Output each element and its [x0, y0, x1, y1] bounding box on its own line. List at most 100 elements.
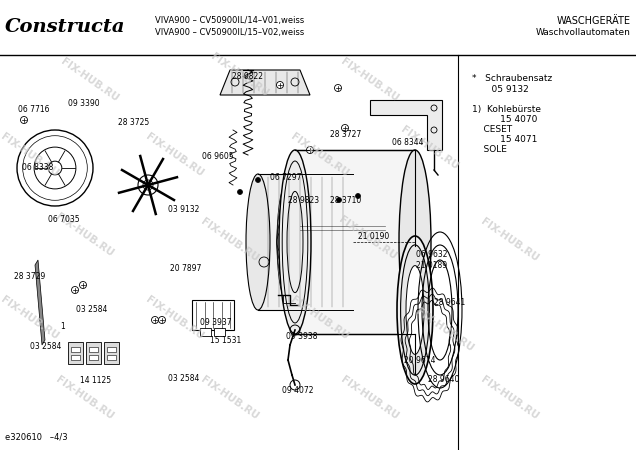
Text: 21 0189: 21 0189 [416, 261, 447, 270]
Circle shape [336, 198, 342, 203]
Text: Constructa: Constructa [5, 18, 125, 36]
Ellipse shape [399, 150, 431, 334]
Text: FIX-HUB.RU: FIX-HUB.RU [337, 214, 399, 261]
Text: FIX-HUB.RU: FIX-HUB.RU [199, 374, 261, 422]
Text: FIX-HUB.RU: FIX-HUB.RU [209, 51, 271, 99]
Bar [104, 342, 119, 364]
Ellipse shape [401, 245, 429, 375]
Text: *   Schraubensatz: * Schraubensatz [472, 74, 552, 83]
Text: 14 1125: 14 1125 [80, 376, 111, 385]
Circle shape [71, 287, 78, 293]
Text: 21 0190: 21 0190 [358, 232, 389, 241]
Circle shape [342, 125, 349, 131]
Text: 28 9640: 28 9640 [428, 375, 459, 384]
Text: 09 3937: 09 3937 [200, 318, 232, 327]
Text: 20 9674: 20 9674 [404, 356, 436, 365]
Text: FIX-HUB.RU: FIX-HUB.RU [480, 216, 541, 264]
Text: Waschvollautomaten: Waschvollautomaten [536, 28, 631, 37]
Text: 15 4070: 15 4070 [480, 115, 537, 124]
Circle shape [158, 316, 165, 324]
Text: 09 4072: 09 4072 [282, 386, 314, 395]
Text: 28 9823: 28 9823 [288, 196, 319, 205]
Text: FIX-HUB.RU: FIX-HUB.RU [59, 56, 121, 104]
Text: FIX-HUB.RU: FIX-HUB.RU [199, 216, 261, 264]
Ellipse shape [279, 150, 311, 334]
Text: FIX-HUB.RU: FIX-HUB.RU [54, 212, 116, 259]
Polygon shape [35, 260, 45, 345]
Text: 03 9132: 03 9132 [168, 205, 199, 214]
Text: WASCHGERÄTE: WASCHGERÄTE [557, 15, 631, 26]
Ellipse shape [406, 266, 424, 355]
Bar [107, 347, 116, 352]
Text: FIX-HUB.RU: FIX-HUB.RU [144, 294, 206, 342]
Bar [86, 342, 101, 364]
Circle shape [307, 147, 314, 153]
Text: 1: 1 [60, 322, 65, 331]
Ellipse shape [246, 174, 270, 310]
Text: 06 9605: 06 9605 [202, 152, 233, 161]
Text: 1)  Kohlebürste: 1) Kohlebürste [472, 105, 541, 114]
Text: FIX-HUB.RU: FIX-HUB.RU [399, 124, 460, 171]
Text: VIVA900 – CV50900IL/15–V02,weiss: VIVA900 – CV50900IL/15–V02,weiss [155, 28, 304, 37]
Text: FIX-HUB.RU: FIX-HUB.RU [414, 306, 476, 354]
Text: 15 1531: 15 1531 [210, 336, 241, 345]
Circle shape [335, 85, 342, 91]
Text: 06 7297: 06 7297 [270, 173, 301, 182]
Text: FIX-HUB.RU: FIX-HUB.RU [339, 56, 401, 104]
Circle shape [138, 175, 158, 195]
Text: 09 3938: 09 3938 [286, 332, 317, 341]
Text: FIX-HUB.RU: FIX-HUB.RU [289, 131, 351, 179]
Circle shape [256, 177, 261, 183]
Circle shape [356, 194, 361, 198]
Text: 06 8344: 06 8344 [392, 138, 424, 147]
Circle shape [20, 117, 27, 123]
Bar [258, 174, 353, 310]
Ellipse shape [397, 236, 433, 384]
Text: 28 3729: 28 3729 [14, 272, 45, 281]
Polygon shape [370, 100, 442, 150]
Text: 28 9641: 28 9641 [434, 298, 466, 307]
Text: FIX-HUB.RU: FIX-HUB.RU [339, 374, 401, 422]
Text: FIX-HUB.RU: FIX-HUB.RU [289, 294, 351, 342]
Text: 09 3390: 09 3390 [68, 99, 100, 108]
Text: 15 4071: 15 4071 [480, 135, 537, 144]
Text: VIVA900 – CV50900IL/14–V01,weiss: VIVA900 – CV50900IL/14–V01,weiss [155, 16, 304, 25]
Text: FIX-HUB.RU: FIX-HUB.RU [0, 294, 61, 342]
Bar [200, 328, 211, 336]
Circle shape [80, 282, 86, 288]
Text: SOLE: SOLE [472, 145, 507, 154]
Bar [71, 347, 80, 352]
Text: 03 2584: 03 2584 [168, 374, 199, 383]
Circle shape [151, 316, 158, 324]
Text: 28 9822: 28 9822 [232, 72, 263, 81]
Text: 20 7897: 20 7897 [170, 264, 202, 273]
Text: CESET: CESET [472, 125, 512, 134]
Text: FIX-HUB.RU: FIX-HUB.RU [144, 131, 206, 179]
Text: 28 3727: 28 3727 [330, 130, 361, 139]
Bar [107, 355, 116, 360]
Text: 06 8338: 06 8338 [22, 163, 53, 172]
Text: 06 7716: 06 7716 [18, 105, 50, 114]
Circle shape [237, 189, 242, 194]
Bar [71, 355, 80, 360]
Text: 06 9632: 06 9632 [416, 250, 448, 259]
Bar [295, 150, 415, 334]
Bar [68, 342, 83, 364]
Text: e320610   –4/3: e320610 –4/3 [5, 433, 67, 442]
Text: 06 7035: 06 7035 [48, 215, 80, 224]
Bar [192, 300, 234, 330]
Text: FIX-HUB.RU: FIX-HUB.RU [480, 374, 541, 422]
Text: 28 3725: 28 3725 [118, 118, 149, 127]
Ellipse shape [341, 181, 365, 303]
Bar [214, 328, 225, 336]
Polygon shape [220, 70, 310, 95]
Text: 05 9132: 05 9132 [480, 85, 529, 94]
Text: FIX-HUB.RU: FIX-HUB.RU [0, 131, 61, 179]
Text: 03 2584: 03 2584 [76, 305, 107, 314]
Text: 03 2584: 03 2584 [30, 342, 62, 351]
Bar [89, 355, 98, 360]
Text: FIX-HUB.RU: FIX-HUB.RU [54, 374, 116, 422]
Circle shape [277, 81, 284, 89]
Bar [89, 347, 98, 352]
Text: 28 3710: 28 3710 [330, 196, 361, 205]
